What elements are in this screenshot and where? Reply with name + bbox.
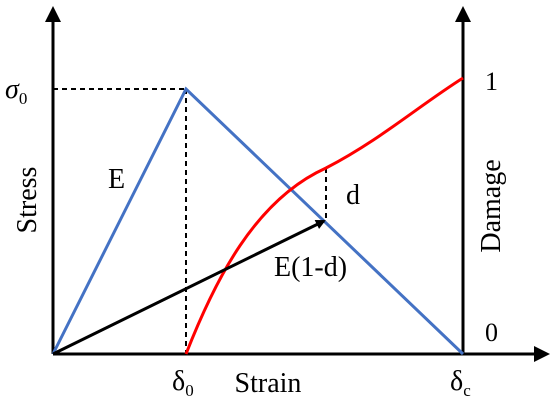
sigma0-tick-label: σ0	[5, 74, 27, 108]
deltac-tick-label: δc	[450, 366, 471, 400]
y-right-axis-label: Damage	[476, 159, 507, 252]
stress-strain-curve	[51, 86, 465, 356]
y-left-axis-label: Stress	[12, 167, 43, 234]
degraded-modulus-label: E(1-d)	[274, 252, 347, 283]
damage-gap-label: d	[346, 180, 360, 211]
damage-zero-tick-label: 0	[485, 318, 498, 347]
degraded-modulus-arrow	[52, 219, 326, 356]
modulus-label: E	[108, 164, 125, 195]
delta0-tick-label: δ0	[172, 366, 194, 400]
damage-one-tick-label: 1	[485, 67, 498, 96]
damage-evolution-curve	[184, 76, 464, 355]
x-axis-label: Strain	[235, 368, 302, 399]
